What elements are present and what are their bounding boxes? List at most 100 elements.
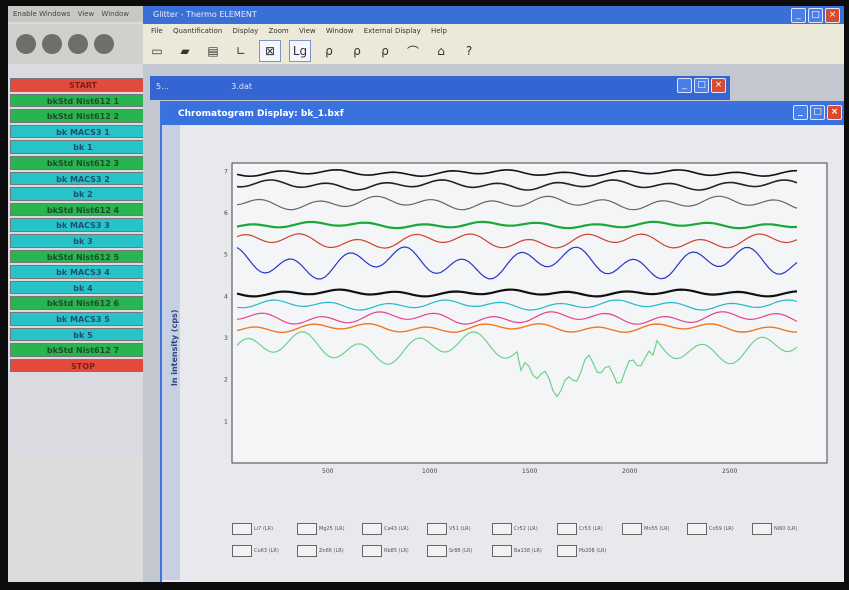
left-menu-item[interactable]: Window	[101, 10, 130, 18]
screen: Enable Windows View Window START bkStd N…	[8, 6, 844, 582]
legend-label: Pb208 (LR)	[579, 548, 607, 554]
axis-icon[interactable]: ∟	[235, 44, 247, 58]
menu-view[interactable]: View	[298, 27, 316, 35]
new-file-icon[interactable]: ▭	[151, 44, 163, 58]
legend-label: Cr52 (LR)	[514, 526, 538, 532]
menu-window[interactable]: Window	[325, 27, 354, 35]
integrate-icon[interactable]: ⌂	[437, 44, 445, 58]
log-scale-button[interactable]: Lg	[289, 40, 311, 62]
child-window-1-title[interactable]: 5... 3.dat _ □ ×	[150, 76, 730, 100]
legend-swatch	[622, 523, 642, 535]
legend-label: Rb85 (LR)	[384, 548, 409, 554]
minimize-button[interactable]: _	[793, 105, 808, 120]
menu-file[interactable]: File	[151, 27, 163, 35]
left-menubar: Enable Windows View Window	[8, 6, 143, 22]
sequence-item[interactable]: bkStd Nist612 6	[10, 296, 156, 310]
peak-icon[interactable]: ⌒	[406, 44, 419, 59]
zoom-out-icon[interactable]: ρ	[353, 44, 361, 58]
chromatogram-window: Chromatogram Display: bk_1.bxf _ □ × ln …	[160, 101, 844, 582]
menu-external-display[interactable]: External Display	[363, 27, 421, 35]
open-folder-icon[interactable]: ▰	[180, 44, 190, 58]
sequence-item[interactable]: bk MACS3 3	[10, 218, 156, 232]
legend-swatch	[362, 545, 382, 557]
legend-item[interactable]: Zn66 (LR)	[297, 545, 344, 557]
maximize-button[interactable]: □	[694, 78, 709, 93]
close-button[interactable]: ×	[827, 105, 842, 120]
trace-line	[236, 168, 798, 178]
sequence-item[interactable]: bkStd Nist612 3	[10, 155, 156, 170]
legend-item[interactable]: Cu63 (LR)	[232, 545, 279, 557]
sequence-item[interactable]: bk 2	[10, 187, 156, 201]
legend-label: Mn55 (LR)	[644, 526, 670, 532]
legend-swatch	[232, 523, 252, 535]
legend-item[interactable]: Ca43 (LR)	[362, 523, 409, 535]
legend-swatch	[297, 523, 317, 535]
chromatogram-plot[interactable]: 1 2 3 4 5 6 7 500 1000 1500 2000 2500	[202, 153, 842, 473]
sequence-item[interactable]: START	[10, 78, 156, 92]
list-icon[interactable]	[94, 34, 114, 54]
left-menu-item[interactable]: View	[77, 10, 95, 18]
close-button[interactable]: ×	[711, 78, 726, 93]
legend-swatch	[492, 545, 512, 557]
legend-swatch	[492, 523, 512, 535]
legend-item[interactable]: Pb208 (LR)	[557, 545, 606, 557]
y-ticks: 1 2 3 4 5 6 7	[224, 168, 228, 425]
sequence-item[interactable]: bk 3	[10, 233, 156, 248]
chromatogram-title: Chromatogram Display: bk_1.bxf _ □ ×	[162, 103, 844, 125]
help-icon[interactable]: ?	[465, 44, 473, 58]
legend-swatch	[232, 545, 252, 557]
trace-line	[236, 233, 798, 249]
sequence-item[interactable]: STOP	[10, 358, 156, 373]
legend-item[interactable]: Rb85 (LR)	[362, 545, 409, 557]
legend-item[interactable]: Mn55 (LR)	[622, 523, 670, 535]
plot-area	[231, 162, 828, 464]
maximize-button[interactable]: □	[810, 105, 825, 120]
minimize-button[interactable]: _	[677, 78, 692, 93]
sequence-item[interactable]: bkStd Nist612 1	[10, 93, 156, 108]
maximize-button[interactable]: □	[808, 8, 823, 23]
zoom-fit-icon[interactable]: ρ	[381, 44, 389, 58]
print-icon[interactable]: ▤	[207, 44, 219, 58]
group-icon[interactable]	[42, 34, 62, 54]
child-window-1-file: 3.dat	[231, 82, 253, 91]
chart-icon[interactable]: ⊠	[259, 40, 281, 62]
legend-item[interactable]: Sr88 (LR)	[427, 545, 472, 557]
menu-quantification[interactable]: Quantification	[172, 27, 223, 35]
sequence-item[interactable]: bk 1	[10, 140, 156, 154]
main-menubar: File Quantification Display Zoom View Wi…	[143, 24, 844, 38]
menu-zoom[interactable]: Zoom	[268, 27, 289, 35]
legend-label: Co59 (LR)	[709, 526, 734, 532]
sequence-item[interactable]: bkStd Nist612 5	[10, 249, 156, 264]
left-menu-item[interactable]: Enable Windows	[13, 10, 71, 18]
child-window-1-label: 5...	[156, 82, 169, 91]
x-tick-label: 2500	[722, 468, 737, 473]
menu-help[interactable]: Help	[431, 27, 447, 35]
main-toolbar: ▭ ▰ ▤ ∟ ⊠ Lg ρ ρ ρ ⌒ ⌂ ?	[143, 38, 844, 64]
sequence-item[interactable]: bk MACS3 1	[10, 124, 156, 139]
menu-display[interactable]: Display	[232, 27, 259, 35]
legend-item[interactable]: Mg25 (LR)	[297, 523, 345, 535]
legend-item[interactable]: Ni60 (LR)	[752, 523, 797, 535]
person-icon[interactable]	[16, 34, 36, 54]
sequence-item[interactable]: bk 4	[10, 280, 156, 295]
legend-item[interactable]: Co59 (LR)	[687, 523, 734, 535]
sequence-item[interactable]: bk MACS3 2	[10, 171, 156, 186]
left-toolbar	[8, 24, 151, 64]
main-window-title-text: Glitter - Thermo ELEMENT	[153, 10, 257, 19]
legend-item[interactable]: Li7 (LR)	[232, 523, 273, 535]
group-icon[interactable]	[68, 34, 88, 54]
legend-item[interactable]: Cr53 (LR)	[557, 523, 603, 535]
sequence-item[interactable]: bkStd Nist612 2	[10, 109, 156, 123]
zoom-in-icon[interactable]: ρ	[325, 44, 333, 58]
sequence-item[interactable]: bkStd Nist612 4	[10, 202, 156, 217]
legend-item[interactable]: Ba138 (LR)	[492, 545, 542, 557]
legend-item[interactable]: Cr52 (LR)	[492, 523, 538, 535]
sequence-item[interactable]: bk MACS3 5	[10, 311, 156, 326]
left-empty-area	[8, 456, 158, 582]
close-button[interactable]: ×	[825, 8, 840, 23]
minimize-button[interactable]: _	[791, 8, 806, 23]
legend-item[interactable]: V51 (LR)	[427, 523, 471, 535]
sequence-item[interactable]: bk 5	[10, 327, 156, 342]
sequence-item[interactable]: bk MACS3 4	[10, 265, 156, 279]
sequence-item[interactable]: bkStd Nist612 7	[10, 343, 156, 357]
